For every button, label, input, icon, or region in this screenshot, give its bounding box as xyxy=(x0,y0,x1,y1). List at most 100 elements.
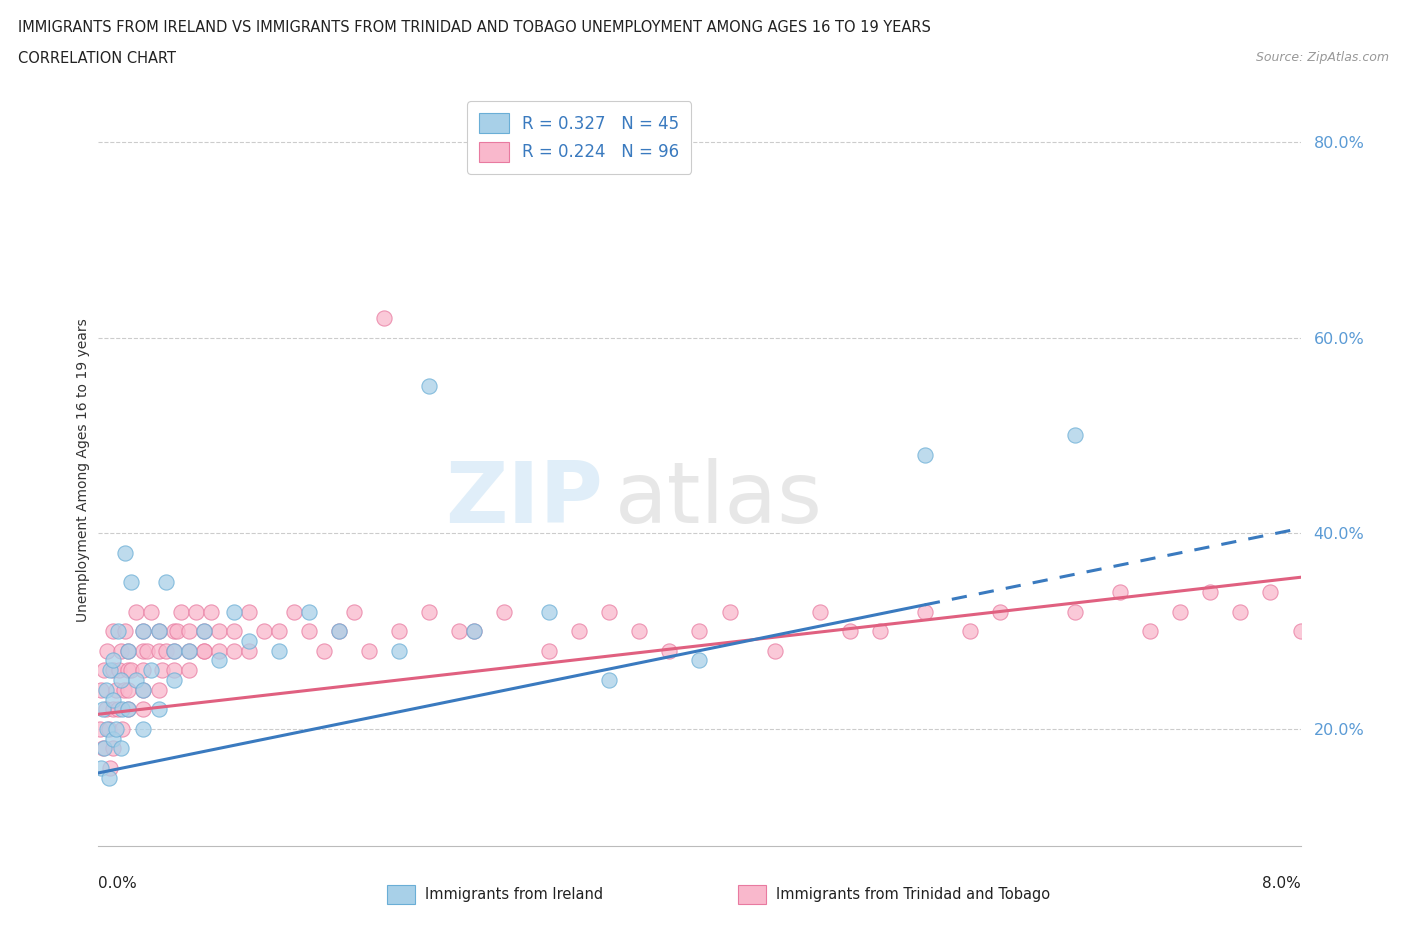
Point xyxy=(105,722,128,737)
Point xyxy=(125,672,148,687)
Point xyxy=(328,624,350,639)
Point xyxy=(94,702,117,717)
Point xyxy=(388,644,411,658)
Point xyxy=(162,644,184,658)
Point xyxy=(1289,624,1312,639)
Point xyxy=(103,624,125,639)
Point xyxy=(132,683,155,698)
Point xyxy=(162,672,184,687)
Point xyxy=(150,663,173,678)
Point xyxy=(598,672,620,687)
Point xyxy=(538,644,561,658)
Point xyxy=(328,624,350,639)
Point xyxy=(114,545,136,560)
Point xyxy=(177,644,200,658)
Y-axis label: Unemployment Among Ages 16 to 19 years: Unemployment Among Ages 16 to 19 years xyxy=(76,318,90,621)
Point xyxy=(193,624,215,639)
Point xyxy=(139,663,162,678)
Point xyxy=(117,663,139,678)
Point xyxy=(103,653,125,668)
Point xyxy=(93,663,115,678)
Point xyxy=(253,624,276,639)
Point xyxy=(208,653,231,668)
Point xyxy=(267,624,290,639)
Point xyxy=(91,741,114,756)
Point xyxy=(103,741,125,756)
Point xyxy=(148,683,170,698)
Point xyxy=(177,663,200,678)
Point xyxy=(283,604,305,619)
Point xyxy=(193,644,215,658)
Point xyxy=(298,604,321,619)
Point xyxy=(1199,584,1222,599)
Text: 0.0%: 0.0% xyxy=(98,876,138,892)
Point xyxy=(463,624,485,639)
Point xyxy=(90,683,112,698)
Point xyxy=(1260,584,1282,599)
Point xyxy=(763,644,786,658)
Point xyxy=(103,663,125,678)
Text: IMMIGRANTS FROM IRELAND VS IMMIGRANTS FROM TRINIDAD AND TOBAGO UNEMPLOYMENT AMON: IMMIGRANTS FROM IRELAND VS IMMIGRANTS FR… xyxy=(18,20,931,35)
Point xyxy=(463,624,485,639)
Point xyxy=(598,604,620,619)
Legend: R = 0.327   N = 45, R = 0.224   N = 96: R = 0.327 N = 45, R = 0.224 N = 96 xyxy=(467,101,692,174)
Point xyxy=(121,663,143,678)
Point xyxy=(184,604,207,619)
Point xyxy=(388,624,411,639)
Point xyxy=(117,644,139,658)
Point xyxy=(111,722,134,737)
Text: ZIP: ZIP xyxy=(446,458,603,541)
Point xyxy=(110,741,132,756)
Point xyxy=(112,683,135,698)
Point xyxy=(166,624,188,639)
Point xyxy=(808,604,831,619)
Point xyxy=(267,644,290,658)
Point xyxy=(155,644,177,658)
Point xyxy=(1168,604,1191,619)
Point xyxy=(200,604,222,619)
Point xyxy=(162,624,184,639)
Point xyxy=(959,624,981,639)
Point xyxy=(148,624,170,639)
Point xyxy=(90,761,112,776)
Point xyxy=(100,663,122,678)
Point xyxy=(148,624,170,639)
Point xyxy=(418,604,440,619)
Point xyxy=(132,702,155,717)
Point xyxy=(108,663,131,678)
Point xyxy=(97,770,120,785)
Point xyxy=(177,624,200,639)
Point xyxy=(111,702,134,717)
Point xyxy=(97,722,120,737)
Point xyxy=(343,604,366,619)
Point xyxy=(103,731,125,746)
Point xyxy=(238,644,260,658)
Point xyxy=(125,604,148,619)
Point xyxy=(688,653,710,668)
Point xyxy=(658,644,681,658)
Point xyxy=(193,624,215,639)
Point xyxy=(132,722,155,737)
Point xyxy=(110,672,132,687)
Point xyxy=(114,624,136,639)
Point xyxy=(312,644,335,658)
Point xyxy=(132,683,155,698)
Text: Immigrants from Ireland: Immigrants from Ireland xyxy=(425,887,603,902)
Point xyxy=(494,604,516,619)
Point xyxy=(96,722,118,737)
Text: atlas: atlas xyxy=(616,458,824,541)
Point xyxy=(718,604,741,619)
Point xyxy=(132,624,155,639)
Point xyxy=(117,702,139,717)
Point xyxy=(103,702,125,717)
Point xyxy=(135,644,157,658)
Point xyxy=(238,604,260,619)
Point xyxy=(208,644,231,658)
Point xyxy=(238,633,260,648)
Point xyxy=(869,624,891,639)
Point xyxy=(105,683,128,698)
Point xyxy=(117,644,139,658)
Point xyxy=(193,644,215,658)
Text: Source: ZipAtlas.com: Source: ZipAtlas.com xyxy=(1256,51,1389,64)
Point xyxy=(117,702,139,717)
